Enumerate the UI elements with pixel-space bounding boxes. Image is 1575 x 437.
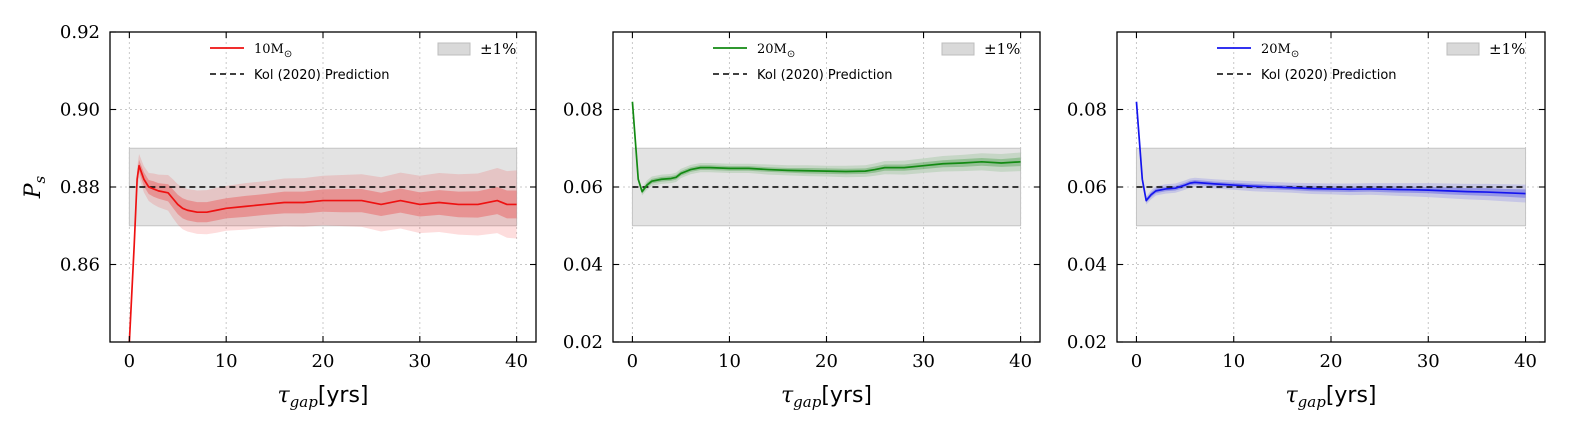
x-axis-label-unit: [yrs] [1326,383,1377,408]
outer-uncertainty-area [129,154,517,342]
x-axis-label-subscript: gap [1298,393,1327,411]
outer-uncertainty-area [1136,101,1526,205]
series-line [128,164,517,342]
legend-series-label: 20M⊙ [1261,42,1299,60]
x-tick-label: 10 [215,351,238,372]
legend-series-name: 10M [254,42,284,57]
panel-2: 0 10 20 30 40 0.02 0.04 0.06 0.08 τgap[yrs] 20M⊙ Ko… [563,31,1041,411]
y-tick-label: 0.90 [60,100,100,121]
legend-band-swatch [437,42,471,56]
y-tick-label: 0.08 [1067,100,1107,121]
x-tick-label: 20 [312,351,335,372]
y-tick-label: 0.08 [563,100,603,121]
legend-series-label: 20M⊙ [757,42,795,60]
plot-area [631,101,1022,227]
plot-area [1135,101,1527,227]
x-axis-label: τgap[yrs] [781,383,872,411]
x-tick-label: 20 [815,351,838,372]
y-tick-label: 0.06 [563,177,603,198]
x-tick-label: 30 [408,351,431,372]
y-tick-label: 0.86 [60,255,100,276]
outer-uncertainty-area [632,101,1021,196]
x-axis-label-symbol: τ [1285,383,1298,408]
y-tick-label: 0.92 [60,22,100,43]
panel-1: 0 10 20 30 40 0.86 0.88 0.90 0.92 τgap[yrs] Ps 10M⊙… [21,22,537,411]
inner-uncertainty-area [632,101,1021,194]
x-axis-label-unit: [yrs] [821,383,872,408]
x-tick-label: 40 [1009,351,1032,372]
x-tick-label: 20 [1320,351,1343,372]
x-tick-label: 30 [1417,351,1440,372]
legend-series-name: 20M [1261,42,1291,57]
legend-series-name: 20M [757,42,787,57]
series-line [1135,101,1526,202]
x-tick-label: 40 [1514,351,1537,372]
legend-band-swatch [941,42,975,56]
x-tick-label: 40 [505,351,528,372]
x-axis-label-symbol: τ [781,383,794,408]
y-tick-label: 0.02 [563,332,603,353]
x-tick-label: 10 [718,351,741,372]
legend-series-label: 10M⊙ [254,42,292,60]
legend-prediction-label: Kol (2020) Prediction [254,68,390,83]
legend-band-swatch [1446,42,1480,56]
x-axis-label-symbol: τ [277,383,290,408]
x-tick-label: 0 [627,351,638,372]
panel-3: 0 10 20 30 40 0.02 0.04 0.06 0.08 τgap[yrs] 20M⊙ Ko… [1067,31,1546,411]
y-axis-label: Ps [21,175,49,199]
legend-prediction-label: Kol (2020) Prediction [757,68,893,83]
legend-series-sub: ⊙ [787,49,795,60]
y-tick-label: 0.02 [1067,332,1107,353]
x-axis-label-unit: [yrs] [318,383,369,408]
legend-series-sub: ⊙ [284,49,292,60]
legend-band-label: ±1% [984,40,1020,58]
y-tick-label: 0.06 [1067,177,1107,198]
x-axis-label-subscript: gap [290,393,319,411]
legend-series-sub: ⊙ [1291,49,1299,60]
x-axis-label: τgap[yrs] [277,383,368,411]
x-tick-label: 0 [1131,351,1142,372]
inner-uncertainty-area [129,159,517,342]
x-tick-label: 10 [1222,351,1245,372]
x-axis-label-subscript: gap [793,393,822,411]
y-axis-label-subscript: s [31,175,49,183]
legend-band-label: ±1% [1489,40,1525,58]
x-axis-label: τgap[yrs] [1285,383,1376,411]
series-line [631,101,1021,193]
y-tick-label: 0.88 [60,177,100,198]
x-tick-label: 30 [912,351,935,372]
legend-prediction-label: Kol (2020) Prediction [1261,68,1397,83]
x-tick-label: 0 [124,351,135,372]
y-axis-label-symbol: P [21,182,46,199]
legend-band-label: ±1% [480,40,516,58]
y-tick-label: 0.04 [1067,255,1107,276]
plot-area [128,147,518,342]
y-tick-label: 0.04 [563,255,603,276]
